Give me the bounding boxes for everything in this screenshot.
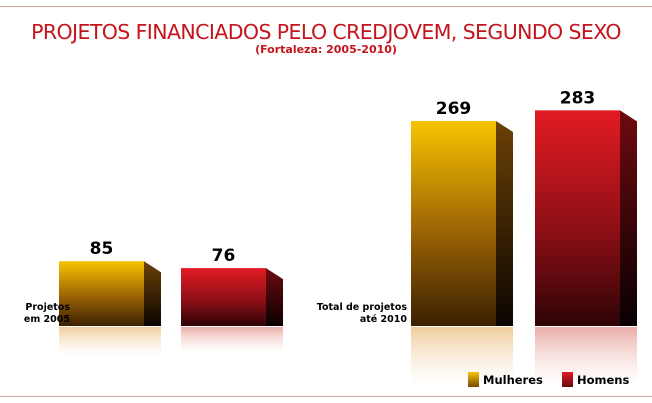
legend-item-homens: Homens	[562, 372, 629, 387]
legend-item-mulheres: Mulheres	[468, 372, 543, 387]
legend-swatch-homens	[562, 372, 573, 387]
group-label-2005-line1: Projetos	[25, 302, 70, 313]
bar-reflection-homens-2010	[535, 327, 637, 387]
value-label-mulheres-2005: 85	[90, 239, 114, 259]
bar-mulheres-2010	[411, 121, 496, 326]
bar-reflection-mulheres-2005	[59, 327, 161, 357]
bar-side-mulheres-2005	[144, 261, 161, 326]
legend-label-homens: Homens	[577, 372, 630, 387]
bar-reflection-mulheres-2010	[411, 327, 513, 387]
bar-homens-2010	[535, 110, 620, 326]
group-label-2005: Projetos em 2005	[0, 302, 70, 326]
chart-subtitle: (Fortaleza: 2005-2010)	[255, 43, 397, 56]
chart-title: PROJETOS FINANCIADOS PELO CREDJOVEM, SEG…	[31, 20, 621, 44]
legend-swatch-mulheres	[468, 372, 479, 387]
group-label-2005-line2: em 2005	[23, 314, 70, 325]
group-label-2010-line2: até 2010	[359, 314, 407, 325]
bar-reflection-homens-2005	[181, 327, 283, 354]
value-label-homens-2005: 76	[212, 246, 236, 266]
bar-mulheres-2005	[59, 261, 144, 326]
bar-side-mulheres-2010	[496, 121, 513, 326]
bar-side-homens-2010	[620, 110, 637, 326]
legend-label-mulheres: Mulheres	[483, 372, 543, 387]
top-rule	[0, 6, 652, 7]
bar-side-homens-2005	[266, 268, 283, 326]
group-label-2010: Total de projetos até 2010	[0, 302, 407, 326]
group-label-2010-line1: Total de projetos	[316, 302, 407, 313]
value-label-homens-2010: 283	[560, 88, 596, 108]
value-label-mulheres-2010: 269	[436, 99, 472, 119]
bottom-rule	[0, 396, 652, 397]
bar-homens-2005	[181, 268, 266, 326]
